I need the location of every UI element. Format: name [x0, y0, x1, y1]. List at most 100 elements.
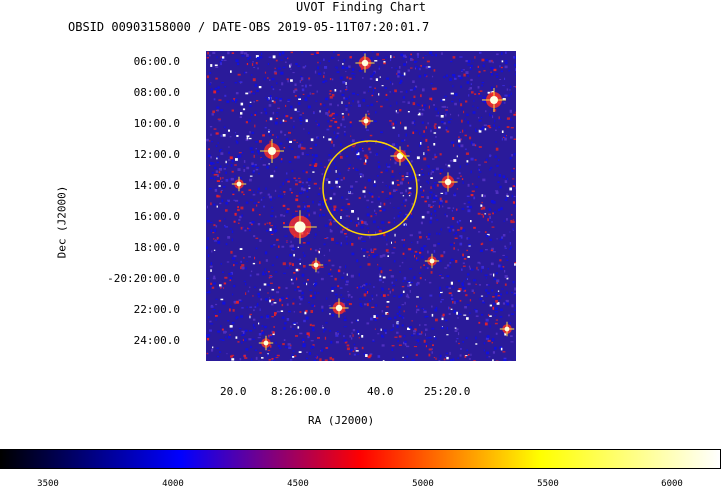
noise-pixel: [249, 330, 253, 332]
noise-pixel: [280, 310, 284, 312]
noise-pixel: [235, 336, 238, 339]
noise-pixel: [502, 266, 505, 268]
noise-pixel: [377, 226, 380, 228]
noise-pixel: [388, 164, 391, 166]
noise-pixel: [230, 355, 233, 358]
noise-pixel: [351, 139, 355, 143]
noise-pixel: [266, 165, 269, 169]
noise-pixel: [259, 308, 261, 312]
noise-pixel: [492, 115, 494, 119]
noise-pixel: [504, 62, 508, 64]
noise-pixel: [357, 169, 359, 171]
noise-pixel: [501, 236, 504, 239]
noise-pixel: [469, 136, 472, 140]
noise-pixel: [321, 348, 323, 352]
noise-pixel: [251, 358, 253, 361]
noise-pixel: [209, 320, 212, 323]
noise-pixel: [283, 191, 286, 193]
noise-pixel: [210, 82, 212, 84]
noise-pixel: [283, 222, 285, 225]
noise-pixel: [337, 54, 340, 56]
noise-pixel: [463, 110, 465, 114]
noise-pixel: [417, 305, 420, 308]
noise-pixel: [435, 195, 438, 197]
dec-tick-label: 22:00.0: [133, 303, 180, 316]
noise-pixel: [401, 74, 404, 77]
noise-pixel: [228, 129, 230, 132]
noise-pixel: [432, 201, 435, 203]
noise-pixel: [485, 277, 487, 279]
noise-pixel: [339, 333, 341, 335]
noise-pixel: [264, 251, 268, 255]
noise-pixel: [310, 248, 312, 251]
noise-pixel: [392, 324, 394, 328]
noise-pixel: [389, 195, 393, 198]
noise-pixel: [358, 236, 360, 240]
noise-pixel: [397, 70, 401, 74]
noise-pixel: [485, 59, 488, 62]
noise-pixel: [482, 215, 484, 218]
noise-pixel: [442, 105, 447, 108]
noise-pixel: [379, 255, 383, 258]
noise-pixel: [329, 230, 333, 233]
noise-pixel: [273, 70, 277, 74]
noise-pixel: [216, 56, 218, 59]
noise-pixel: [445, 286, 449, 288]
noise-pixel: [378, 165, 381, 169]
noise-pixel: [421, 173, 425, 176]
noise-pixel: [272, 55, 276, 59]
noise-pixel: [275, 215, 277, 218]
noise-pixel: [271, 299, 273, 302]
noise-pixel: [357, 333, 360, 335]
noise-pixel: [393, 189, 396, 192]
noise-pixel: [359, 236, 361, 240]
noise-pixel: [409, 55, 411, 59]
noise-pixel: [450, 308, 453, 310]
noise-pixel: [237, 155, 240, 158]
noise-pixel: [352, 350, 355, 352]
noise-pixel: [414, 65, 418, 68]
noise-pixel: [510, 92, 512, 95]
noise-pixel: [398, 335, 402, 338]
noise-pixel: [462, 262, 465, 264]
noise-pixel: [325, 178, 329, 181]
noise-pixel: [223, 126, 226, 129]
noise-pixel: [433, 69, 436, 72]
noise-pixel: [214, 188, 218, 192]
noise-pixel: [493, 302, 495, 305]
noise-pixel: [378, 205, 382, 208]
noise-pixel: [219, 351, 222, 353]
noise-pixel: [234, 99, 238, 102]
noise-pixel: [457, 248, 459, 251]
noise-pixel: [481, 58, 485, 62]
noise-pixel: [232, 257, 236, 260]
noise-pixel: [462, 69, 465, 71]
noise-pixel: [381, 191, 384, 193]
noise-pixel: [459, 354, 462, 357]
noise-pixel: [503, 220, 506, 222]
noise-pixel: [221, 59, 223, 61]
noise-pixel: [335, 334, 339, 337]
noise-pixel: [366, 213, 370, 217]
noise-pixel: [396, 143, 398, 145]
noise-pixel: [225, 179, 229, 182]
noise-pixel: [209, 221, 213, 224]
noise-pixel: [308, 353, 312, 355]
noise-pixel: [304, 333, 307, 335]
noise-pixel: [426, 180, 428, 183]
noise-pixel: [399, 82, 402, 84]
noise-pixel: [423, 310, 427, 313]
noise-pixel: [213, 128, 217, 130]
noise-pixel: [491, 289, 494, 292]
noise-pixel: [207, 220, 210, 223]
noise-pixel: [374, 328, 376, 330]
noise-pixel: [305, 84, 307, 88]
noise-pixel: [452, 301, 454, 304]
noise-pixel: [512, 220, 515, 223]
noise-pixel: [419, 277, 422, 280]
noise-pixel: [375, 254, 379, 256]
noise-pixel: [253, 202, 257, 204]
noise-pixel: [414, 328, 417, 332]
noise-pixel: [432, 205, 435, 207]
noise-pixel: [322, 213, 326, 217]
